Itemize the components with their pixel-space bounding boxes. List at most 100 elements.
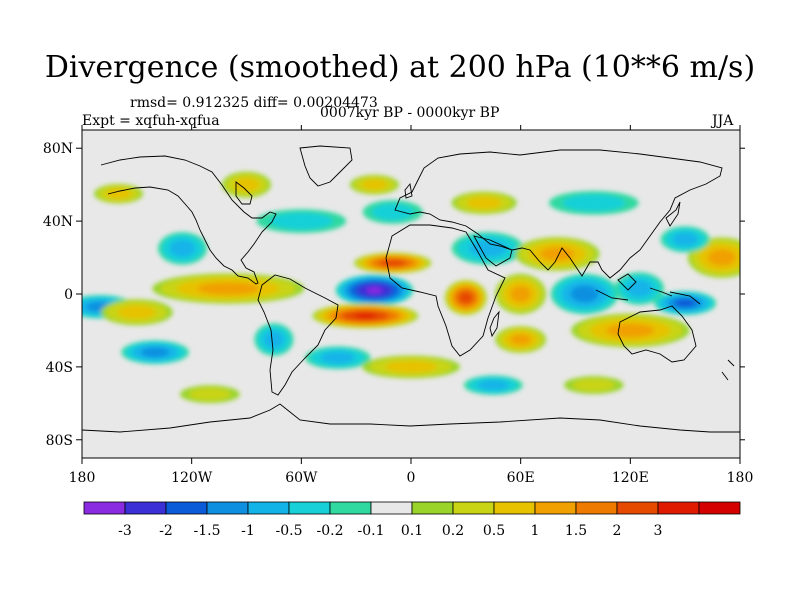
anomaly-cell-1	[312, 303, 419, 329]
stats-line: rmsd= 0.912325 diff= 0.00204473	[130, 95, 378, 111]
plot-title: Divergence (smoothed) at 200 hPa (10**6 …	[44, 50, 756, 85]
colorbar-label: 2	[613, 523, 622, 539]
anomaly-contour	[141, 347, 169, 358]
anomaly-cell-22	[256, 209, 347, 234]
lon-tick-label: 180	[69, 470, 96, 486]
anomaly-cell-30	[180, 385, 240, 404]
anomaly-contour	[562, 194, 626, 212]
anomaly-contour	[169, 239, 196, 257]
anomaly-contour	[466, 196, 502, 209]
anomaly-contour	[354, 313, 377, 319]
anomaly-contour	[366, 287, 383, 294]
colorbar-label: 1.5	[565, 523, 587, 539]
season-label: JJA	[712, 113, 734, 129]
anomaly-contour	[269, 212, 333, 230]
anomaly-cell-21	[463, 375, 523, 395]
colorbar-box	[493, 501, 536, 515]
coastline-british-isles	[404, 182, 413, 199]
coastline-eurasia	[394, 149, 723, 279]
coastline-indonesia	[595, 273, 701, 305]
colorbar-label: -0.2	[317, 523, 344, 539]
colorbar-box	[698, 501, 741, 515]
colorbar-box	[575, 501, 618, 515]
coastline-africa	[385, 224, 506, 357]
anomaly-cell-23	[362, 200, 423, 224]
anomaly-cell-31	[563, 376, 624, 395]
colorbar-label: 0.5	[483, 523, 505, 539]
colorbar: -3 -2 -1.5 -1 -0.5 -0.2 -0.1 0.1 0.2 0.5 1 1.5 2 3	[83, 501, 741, 539]
coastline-japan	[665, 201, 681, 227]
lon-ticks: 180 120W 60W 0 60E 120E 180	[69, 125, 754, 486]
colorbar-box	[411, 501, 454, 515]
anomaly-cell-12	[660, 226, 710, 253]
lon-tick-label: 60E	[507, 470, 535, 486]
anomaly-cell-7	[550, 273, 619, 315]
lat-tick-label: 80S	[46, 433, 73, 449]
colorbar-box	[657, 501, 700, 515]
lat-tick-label: 0	[64, 287, 73, 303]
anomaly-contour	[379, 259, 407, 267]
colorbar-label: 0.2	[442, 523, 464, 539]
lon-tick-label: 180	[727, 470, 754, 486]
anomaly-cell-24	[451, 191, 517, 215]
anomaly-contour	[361, 179, 388, 190]
anomaly-cell-18	[254, 323, 294, 356]
colorbar-box	[329, 501, 372, 515]
lon-tick-label: 120W	[171, 470, 213, 486]
anomaly-cell-0	[335, 274, 414, 307]
colorbar-label: -0.5	[276, 523, 303, 539]
colorbar-label: 1	[531, 523, 540, 539]
experiment-label: Expt = xqfuh-xqfua	[82, 113, 220, 129]
colorbar-label: -0.1	[358, 523, 385, 539]
anomaly-cell-29	[495, 326, 547, 354]
coastline-australia	[617, 305, 697, 363]
coastline-north-america	[100, 155, 277, 285]
coastline-hudson-bay	[235, 181, 253, 205]
colorbar-box	[206, 501, 249, 515]
anomaly-contour	[197, 282, 260, 295]
colorbar-box	[83, 501, 126, 515]
colorbar-label: -3	[118, 523, 132, 539]
anomaly-contour	[572, 378, 615, 392]
map-area: 180 120W 60W 0 60E 120E 180 80N 40N 0 40S 80S	[43, 125, 754, 486]
anomaly-contour	[510, 285, 531, 303]
anomaly-cell-19	[305, 346, 371, 370]
colorbar-label: 3	[654, 523, 663, 539]
colorbar-box	[165, 501, 208, 515]
lon-tick-label: 0	[407, 470, 416, 486]
colorbar-box	[124, 501, 167, 515]
anomaly-cell-27	[548, 190, 639, 215]
lat-ticks: 80N 40N 0 40S 80S	[43, 141, 745, 449]
anomaly-contour	[674, 298, 696, 308]
anomaly-cell-6	[495, 273, 547, 315]
anomaly-cell-5	[514, 237, 600, 271]
colorbar-label: -2	[159, 523, 173, 539]
anomaly-contour	[626, 279, 653, 298]
colorbar-box	[616, 501, 659, 515]
colorbar-label: 0.1	[401, 523, 423, 539]
colorbar-label: -1.5	[194, 523, 221, 539]
anomaly-cell-14	[158, 232, 208, 265]
anomaly-cell-17	[121, 340, 189, 365]
coastlines	[82, 145, 740, 433]
anomaly-cell-3	[444, 280, 487, 316]
anomaly-contour	[540, 247, 575, 261]
coastline-south-america	[257, 274, 339, 396]
anomaly-contour	[117, 305, 156, 320]
coastline-new-zealand	[721, 359, 735, 381]
anomaly-contour	[510, 334, 531, 346]
colorbar-box	[534, 501, 577, 515]
anomaly-contour	[371, 203, 414, 221]
lat-tick-label: 40N	[43, 214, 73, 230]
colorbar-box	[370, 501, 413, 515]
anomaly-contour	[105, 188, 132, 199]
anomaly-contour	[320, 351, 356, 364]
anomaly-cell-26	[221, 171, 272, 198]
lat-tick-label: 40S	[46, 360, 73, 376]
coastline-greenland	[299, 145, 353, 187]
anomaly-contour	[570, 285, 599, 303]
lon-tick-label: 120E	[612, 470, 649, 486]
colorbar-box	[452, 501, 495, 515]
coastline-arabia	[473, 235, 513, 267]
